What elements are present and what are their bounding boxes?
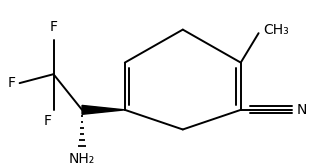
Text: F: F xyxy=(44,114,52,128)
Text: CH₃: CH₃ xyxy=(263,23,289,37)
Polygon shape xyxy=(82,105,125,114)
Text: NH₂: NH₂ xyxy=(69,152,95,166)
Text: N: N xyxy=(297,103,307,117)
Text: F: F xyxy=(49,20,57,34)
Text: F: F xyxy=(8,76,16,90)
